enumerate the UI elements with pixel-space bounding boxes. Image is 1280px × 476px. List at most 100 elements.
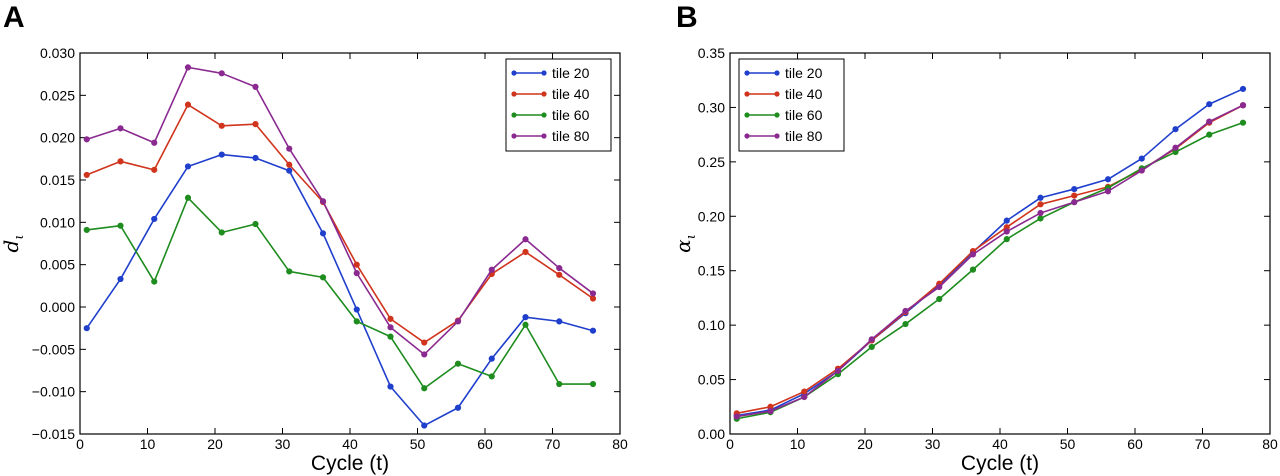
x-tick-label: 0 bbox=[76, 436, 84, 452]
x-tick-label: 20 bbox=[857, 436, 873, 452]
x-tick-label: 60 bbox=[477, 436, 493, 452]
data-point bbox=[387, 383, 394, 390]
y-axis-subscript: ι bbox=[684, 234, 699, 239]
y-tick-label: 0.030 bbox=[40, 45, 75, 61]
data-point bbox=[522, 236, 529, 243]
y-tick-label: 0.005 bbox=[40, 257, 75, 273]
data-point bbox=[969, 266, 977, 273]
data-point bbox=[151, 166, 158, 173]
data-point bbox=[117, 125, 124, 132]
legend-marker bbox=[774, 112, 780, 118]
data-point bbox=[184, 163, 192, 170]
data-point bbox=[589, 295, 597, 302]
legend: tile 20 tile 40 tile 60 tile 80 bbox=[505, 58, 612, 152]
data-point bbox=[252, 121, 259, 128]
y-axis-symbol: α bbox=[671, 239, 695, 253]
data-point bbox=[218, 229, 225, 236]
data-point bbox=[286, 161, 293, 168]
legend: tile 20 tile 40 tile 60 tile 80 bbox=[738, 58, 845, 152]
panel-letter: A bbox=[3, 1, 25, 34]
data-point bbox=[353, 261, 360, 268]
data-point bbox=[556, 271, 563, 278]
x-tick-label: 0 bbox=[726, 436, 734, 452]
data-point bbox=[151, 139, 158, 146]
data-point bbox=[286, 268, 293, 275]
legend-label: tile 40 bbox=[552, 86, 590, 102]
data-point bbox=[488, 355, 495, 362]
series-line-tile-80 bbox=[86, 66, 594, 356]
x-axis-title: Cycle (t) bbox=[961, 452, 1039, 475]
data-point bbox=[1037, 201, 1044, 208]
y-tick-label: 0.30 bbox=[698, 99, 725, 115]
data-point bbox=[969, 251, 977, 258]
data-point bbox=[522, 314, 529, 321]
data-point bbox=[1037, 194, 1044, 201]
data-point bbox=[767, 408, 774, 415]
data-point bbox=[218, 151, 225, 158]
data-point bbox=[1239, 102, 1247, 109]
panel-b: B 0 10 20 30 40 50 60 70 80 0.00 0.05 0.10 0.15 0.20 0.… bbox=[671, 1, 1278, 475]
data-point bbox=[1206, 101, 1213, 108]
data-point bbox=[83, 171, 90, 179]
data-point bbox=[801, 393, 808, 401]
x-tick-label: 10 bbox=[140, 436, 156, 452]
series-line-tile-80 bbox=[736, 104, 1244, 418]
data-point bbox=[218, 70, 225, 77]
x-tick-label: 50 bbox=[1060, 436, 1076, 452]
data-point bbox=[1239, 85, 1247, 93]
legend-marker bbox=[774, 133, 780, 139]
series-line-tile-60 bbox=[736, 121, 1244, 420]
legend-marker bbox=[511, 112, 517, 118]
data-point bbox=[1172, 144, 1179, 151]
data-point bbox=[488, 373, 495, 380]
legend-marker bbox=[511, 91, 517, 97]
data-point bbox=[83, 325, 90, 332]
data-point bbox=[1104, 176, 1112, 183]
data-point bbox=[1138, 155, 1145, 162]
y-tick-label: −0.005 bbox=[32, 341, 75, 357]
y-tick-label: 0.020 bbox=[40, 130, 75, 146]
data-point bbox=[1003, 236, 1010, 243]
legend-label: tile 20 bbox=[785, 65, 823, 81]
data-point bbox=[454, 360, 462, 367]
y-tick-label: 0.010 bbox=[40, 214, 75, 230]
data-point bbox=[151, 215, 158, 223]
legend-label: tile 80 bbox=[785, 128, 823, 144]
panel-letter: B bbox=[676, 1, 698, 34]
legend-marker bbox=[744, 91, 750, 97]
x-tick-label: 10 bbox=[790, 436, 806, 452]
legend-marker bbox=[541, 70, 547, 76]
data-point bbox=[1037, 215, 1044, 222]
data-point bbox=[387, 333, 394, 340]
legend-marker bbox=[744, 133, 750, 139]
y-axis-title: dι bbox=[0, 235, 27, 253]
data-point bbox=[151, 278, 158, 285]
data-point bbox=[902, 307, 909, 315]
y-tick-label: 0.15 bbox=[698, 263, 725, 279]
series-line-tile-20 bbox=[86, 153, 594, 427]
data-point bbox=[556, 380, 563, 388]
series-line-tile-40 bbox=[86, 103, 594, 344]
y-tick-label: 0.20 bbox=[698, 208, 725, 224]
x-tick-label: 70 bbox=[545, 436, 561, 452]
data-point bbox=[454, 404, 462, 411]
legend-marker bbox=[541, 91, 547, 97]
legend-marker bbox=[541, 112, 547, 118]
data-point bbox=[421, 351, 428, 358]
legend-label: tile 60 bbox=[552, 107, 590, 123]
legend-marker bbox=[744, 70, 750, 76]
data-point bbox=[286, 145, 293, 152]
data-point bbox=[83, 136, 90, 143]
data-point bbox=[1206, 131, 1213, 138]
data-point bbox=[117, 222, 124, 229]
legend-label: tile 60 bbox=[785, 107, 823, 123]
data-point bbox=[589, 327, 597, 334]
y-tick-label: 0.25 bbox=[698, 154, 725, 170]
data-point bbox=[488, 266, 495, 273]
data-point bbox=[353, 318, 360, 325]
x-axis-title: Cycle (t) bbox=[311, 452, 389, 475]
data-point bbox=[522, 248, 529, 256]
data-point bbox=[1003, 217, 1010, 224]
legend-marker bbox=[744, 112, 750, 118]
data-point bbox=[353, 306, 360, 313]
